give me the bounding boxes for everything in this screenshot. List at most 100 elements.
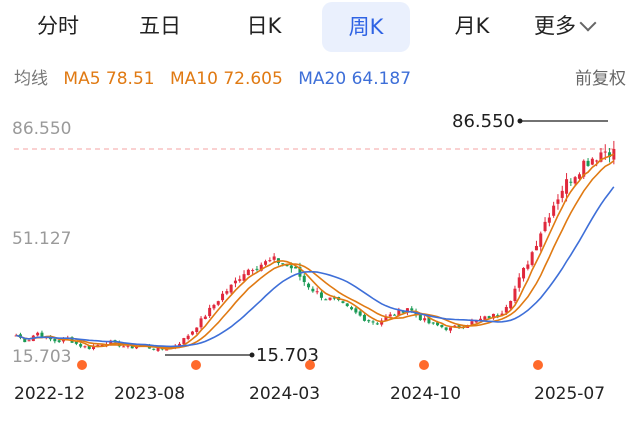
chevron-down-icon <box>579 14 597 32</box>
y-tick-label: 15.703 <box>12 347 71 367</box>
candle-body <box>354 308 358 313</box>
ma10-value: MA10 72.605 <box>170 69 283 89</box>
candle-body <box>552 205 556 216</box>
candle-body <box>543 221 547 232</box>
ma20-line <box>15 186 615 348</box>
candle-body <box>479 318 483 321</box>
candle-body <box>539 233 543 247</box>
candle-body <box>152 348 156 350</box>
candle-body <box>130 345 134 349</box>
candle-body <box>496 315 500 317</box>
candle-body <box>190 331 194 335</box>
tab-five-day[interactable]: 五日 <box>139 14 181 38</box>
event-marker[interactable] <box>77 360 87 370</box>
candle-body <box>522 267 526 279</box>
high-annotation-dot <box>517 118 523 124</box>
candle-body <box>186 335 190 339</box>
adjust-mode-button[interactable]: 前复权 <box>575 69 626 89</box>
candle-body <box>565 179 569 194</box>
tab-daily-k[interactable]: 日K <box>246 14 282 38</box>
candle-body <box>603 151 607 153</box>
ma-label: 均线 <box>14 69 48 89</box>
candle-body <box>272 256 276 260</box>
x-tick-label: 2024-03 <box>249 384 320 404</box>
candle-body <box>307 283 311 288</box>
ma20-value: MA20 64.187 <box>298 69 412 89</box>
ma10-line <box>15 160 615 349</box>
candle-body <box>315 291 319 293</box>
event-marker[interactable] <box>305 360 315 370</box>
candle-body <box>350 307 354 310</box>
tab-monthly-k[interactable]: 月K <box>454 14 490 38</box>
candle-body <box>332 297 336 299</box>
candle-body <box>126 345 130 347</box>
event-marker[interactable] <box>419 360 429 370</box>
candle-body <box>100 344 104 346</box>
candle-body <box>182 338 186 345</box>
candle-body <box>397 310 401 316</box>
low-annotation-label: 15.703 <box>256 345 319 366</box>
candle-body <box>195 327 199 332</box>
event-marker[interactable] <box>533 360 543 370</box>
candle-body <box>371 321 375 323</box>
candle-body <box>53 338 57 342</box>
event-marker[interactable] <box>191 360 201 370</box>
candle-body <box>470 321 474 325</box>
candle-body <box>595 160 599 162</box>
candle-body <box>517 277 521 288</box>
candle-body <box>586 160 590 166</box>
candle-body <box>448 327 452 331</box>
candle-body <box>423 318 427 321</box>
tab-intraday[interactable]: 分时 <box>37 14 79 38</box>
candle-body <box>457 324 461 328</box>
candle-body <box>582 160 586 177</box>
candle-body <box>87 345 91 349</box>
candle-body <box>92 346 96 350</box>
candle-body <box>255 268 259 270</box>
candle-body <box>367 320 371 322</box>
candle-body <box>410 308 414 311</box>
candle-body <box>199 318 203 328</box>
candle-body <box>289 265 293 269</box>
candle-body <box>328 297 332 300</box>
candle-body <box>487 316 491 319</box>
candle-body <box>324 299 328 301</box>
candle-body <box>436 322 440 326</box>
candle-body <box>229 284 233 293</box>
x-tick-label: 2022-12 <box>14 384 85 404</box>
y-tick-label: 51.127 <box>12 229 71 249</box>
candle-body <box>358 311 362 316</box>
candle-body <box>500 313 504 316</box>
candle-body <box>27 340 31 342</box>
candle-body <box>264 261 268 265</box>
candle-body <box>401 311 405 313</box>
candle-body <box>212 304 216 309</box>
candle-body <box>302 275 306 283</box>
candle-body <box>311 288 315 292</box>
high-annotation-label: 86.550 <box>452 111 515 132</box>
candle-body <box>259 264 263 271</box>
tab-more[interactable]: 更多 <box>534 0 620 52</box>
candle-body <box>178 343 182 347</box>
weekly-candlestick-chart[interactable]: 86.550 51.127 15.703 86.550 15.703 2022-… <box>0 96 640 422</box>
candle-body <box>427 317 431 324</box>
tab-weekly-k[interactable]: 周K <box>322 2 410 52</box>
x-tick-label: 2025-07 <box>534 384 605 404</box>
candle-body <box>251 270 255 272</box>
candle-body <box>221 293 225 301</box>
y-tick-label: 86.550 <box>12 119 71 139</box>
candle-body <box>440 324 444 328</box>
candle-body <box>599 152 603 162</box>
candle-body <box>577 174 581 179</box>
candle-body <box>341 301 345 303</box>
candle-body <box>268 260 272 262</box>
candle-body <box>74 341 78 344</box>
ma5-line <box>15 153 615 350</box>
candle-body <box>573 177 577 184</box>
low-annotation-dot <box>249 352 255 358</box>
candle-body <box>298 267 302 277</box>
candle-body <box>509 300 513 309</box>
tab-more-label: 更多 <box>534 14 576 38</box>
candle-body <box>569 181 573 183</box>
candle-body <box>418 313 422 321</box>
